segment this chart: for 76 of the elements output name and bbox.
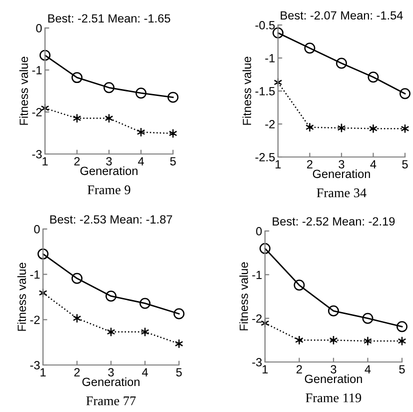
- y-tick-label: -1: [265, 54, 275, 62]
- y-tick-label: 0: [36, 24, 42, 32]
- y-tick-label: 0: [256, 227, 262, 236]
- chart-title: Best: -2.51 Mean: -1.65: [48, 14, 170, 23]
- y-tick-label: -1: [32, 66, 42, 74]
- text: Frame 34: [316, 188, 366, 198]
- text: Frame 77: [86, 396, 136, 406]
- x-tick-label: 1: [276, 160, 281, 168]
- point: [140, 298, 150, 309]
- chart-title: Best: -2.53 Mean: -1.87: [50, 215, 172, 224]
- x-tick-label: 2: [296, 365, 302, 374]
- chart-title: Best: -2.07 Mean: -1.54: [280, 11, 403, 20]
- y-axis-title: Fitness value: [239, 262, 248, 330]
- y-tick-label: 0: [34, 225, 40, 234]
- x-tick-label: 4: [370, 160, 376, 168]
- x-tick-label: 4: [142, 368, 148, 376]
- point: [72, 272, 82, 284]
- y-tick-label: -1: [30, 270, 40, 279]
- point: [304, 42, 316, 54]
- x-axis-title: Generation: [82, 377, 140, 386]
- x-tick-label: 2: [307, 160, 312, 168]
- x-tick-label: 3: [338, 160, 344, 168]
- point: [362, 312, 374, 324]
- x-tick-label: 4: [138, 157, 144, 166]
- point: [106, 290, 116, 302]
- x-tick-label: 4: [364, 365, 371, 374]
- y-tick-label: -1.5: [255, 87, 275, 96]
- point: [294, 280, 305, 291]
- x-tick-label: 1: [262, 365, 268, 374]
- point: [168, 92, 178, 103]
- x-tick-label: 5: [170, 157, 176, 166]
- text: Frame 119: [306, 393, 362, 402]
- point: [336, 58, 347, 69]
- x-tick-label: 3: [106, 157, 112, 166]
- point: [40, 50, 50, 61]
- point: [364, 336, 372, 346]
- y-tick-label: -3: [30, 361, 40, 370]
- x-tick-label: 5: [399, 365, 405, 374]
- y-tick-label: -2: [265, 120, 275, 128]
- point: [104, 82, 114, 94]
- x-tick-label: 2: [74, 368, 80, 376]
- y-tick-label: -2: [30, 316, 40, 324]
- y-axis-title: Fitness value: [17, 262, 26, 331]
- point: [328, 305, 339, 316]
- y-tick-label: -2: [32, 108, 42, 116]
- y-tick-label: -1: [252, 270, 262, 279]
- point: [136, 88, 146, 99]
- point: [306, 122, 314, 132]
- point: [295, 335, 304, 345]
- y-tick-label: -3: [32, 150, 42, 158]
- chart-title: Best: -2.52 Mean: -2.19: [272, 217, 395, 226]
- point: [369, 124, 378, 134]
- x-axis-title: Generation: [80, 166, 138, 176]
- point: [396, 321, 408, 332]
- x-tick-label: 3: [330, 365, 336, 374]
- x-tick-label: 5: [176, 368, 182, 376]
- y-tick-label: -0.5: [255, 21, 275, 30]
- x-axis-title: Generation: [312, 169, 370, 178]
- x-tick-label: 2: [74, 157, 80, 166]
- point: [72, 72, 82, 84]
- point: [368, 72, 379, 83]
- point: [260, 242, 270, 254]
- point: [38, 248, 48, 260]
- point: [174, 308, 184, 320]
- x-tick-label: 5: [402, 160, 408, 168]
- x-axis-title: Generation: [304, 374, 362, 384]
- y-axis-title: Fitness value: [242, 56, 252, 125]
- x-tick-label: 1: [40, 368, 46, 376]
- x-tick-label: 3: [108, 368, 114, 376]
- point: [400, 88, 410, 100]
- y-axis-title: Fitness value: [19, 56, 28, 125]
- y-tick-label: -2.5: [255, 153, 275, 162]
- y-tick-label: -3: [252, 358, 262, 366]
- x-tick-label: 1: [42, 157, 48, 166]
- text: Frame 9: [88, 185, 130, 194]
- y-tick-label: -2: [252, 314, 262, 323]
